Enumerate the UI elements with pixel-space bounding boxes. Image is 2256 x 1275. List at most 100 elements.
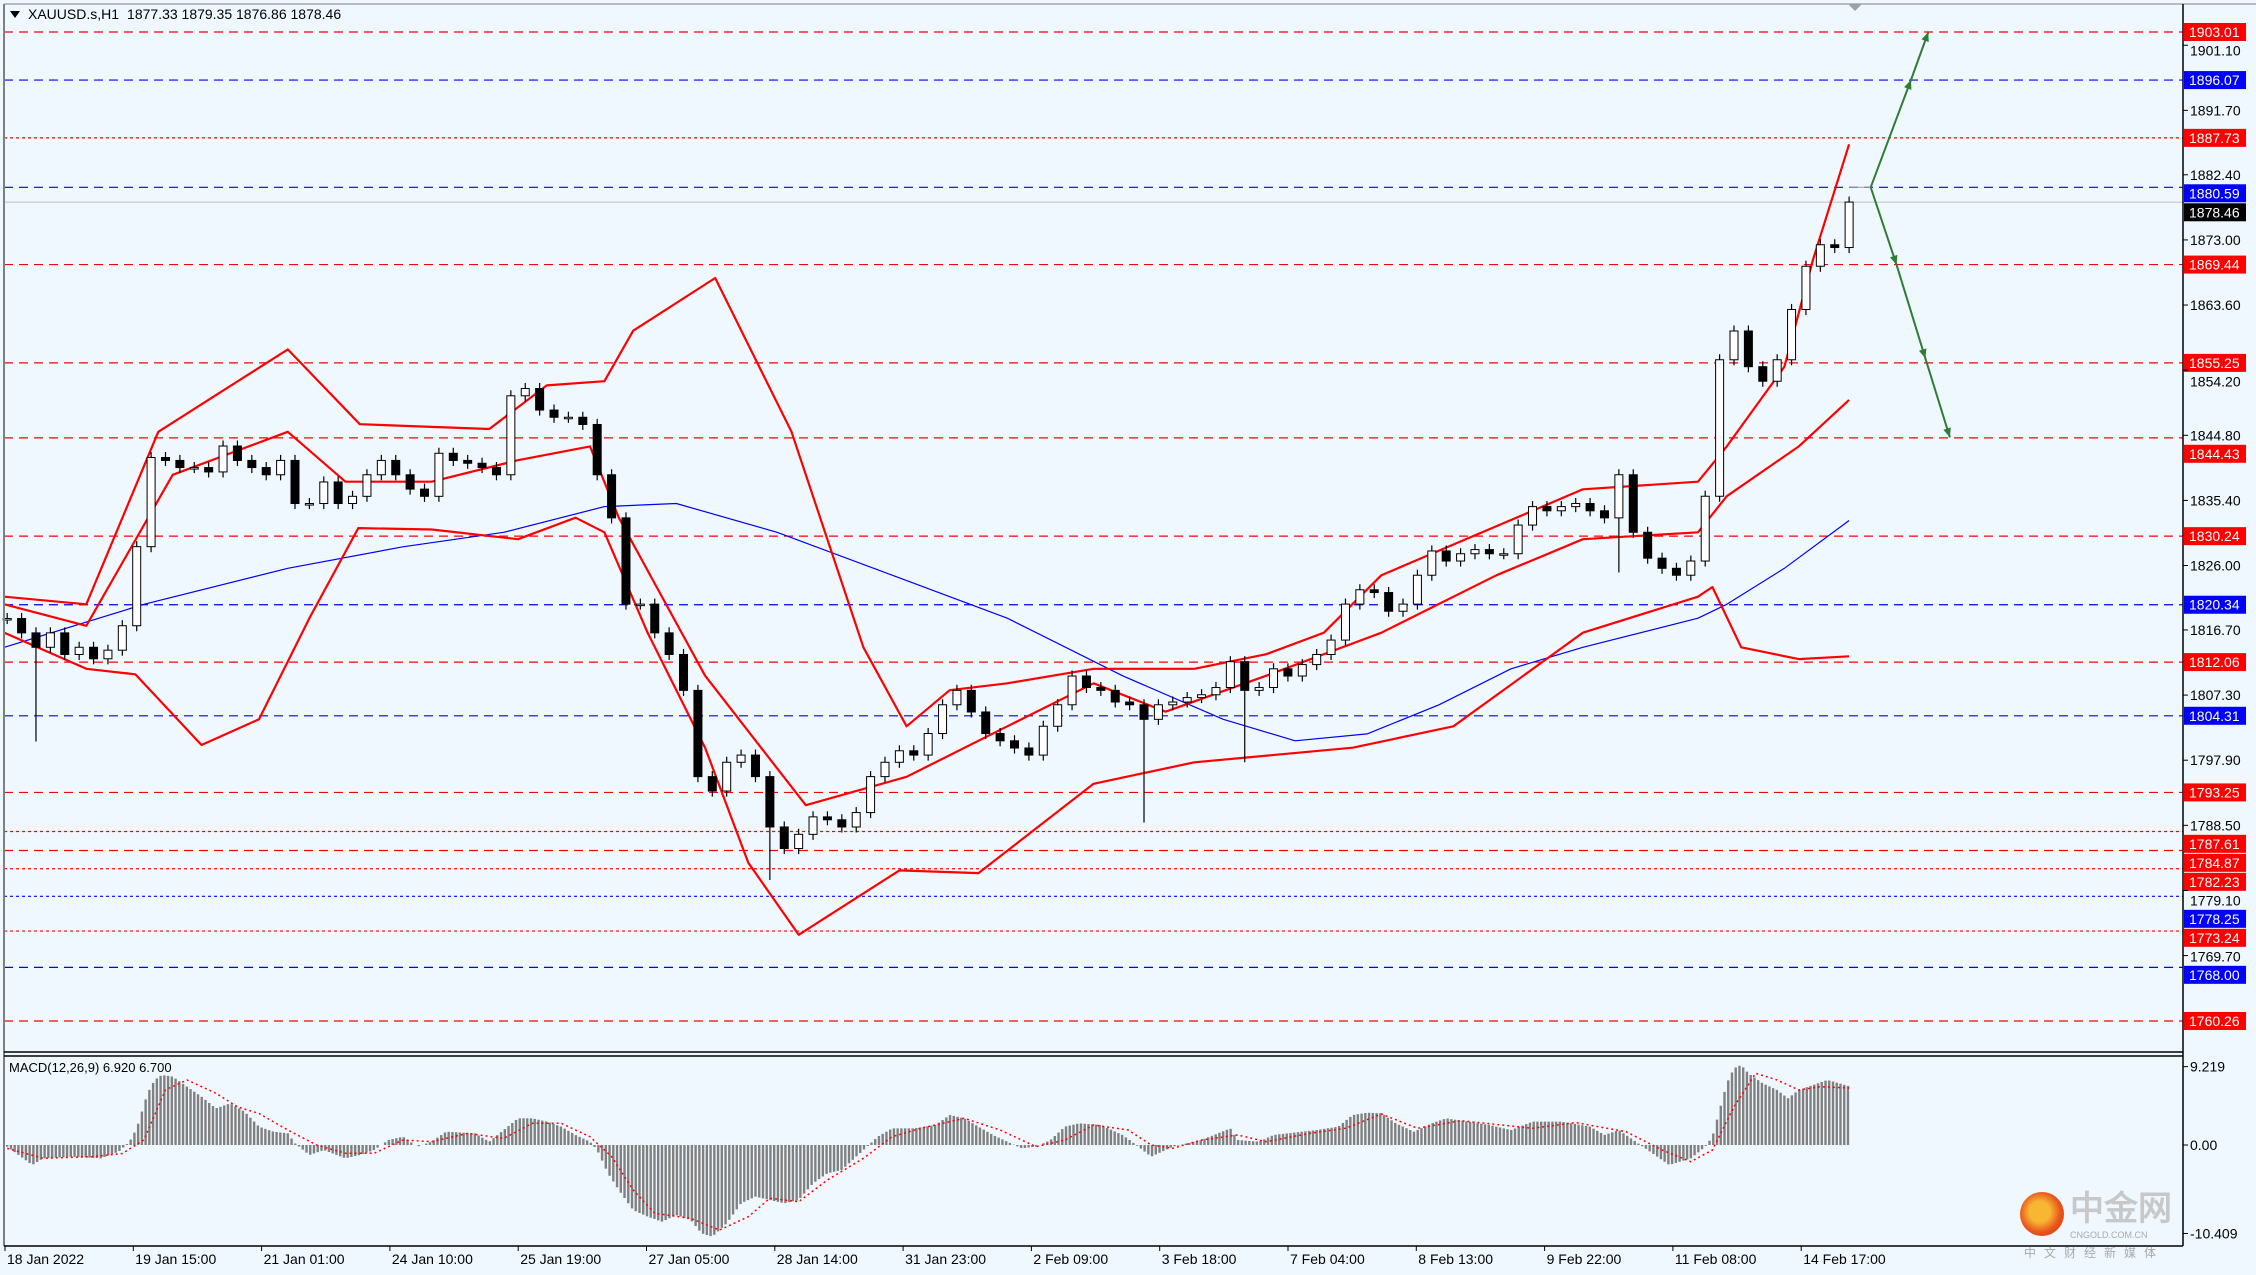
bear-candle xyxy=(1441,550,1451,562)
bull-candle xyxy=(1053,704,1063,727)
current-price-badge xyxy=(2184,203,2246,222)
level-price-badge xyxy=(2184,23,2246,41)
level-price-label: 1793.25 xyxy=(2189,784,2240,800)
bear-candle xyxy=(1384,592,1394,612)
price-tick-label: 1826.00 xyxy=(2190,558,2241,574)
bear-candle xyxy=(1081,675,1091,689)
bear-candle xyxy=(750,754,760,778)
macd-label: MACD(12,26,9) 6.920 6.700 xyxy=(9,1060,172,1075)
bull-candle xyxy=(1182,697,1192,703)
bull-candle xyxy=(851,812,861,828)
level-price-label: 1804.31 xyxy=(2189,708,2240,724)
bear-candle xyxy=(1830,244,1840,249)
price-tick-label: 1901.10 xyxy=(2190,43,2241,59)
time-tick-label: 21 Jan 01:00 xyxy=(264,1251,345,1267)
time-tick-label: 27 Jan 05:00 xyxy=(649,1251,730,1267)
horizontal-levels xyxy=(4,31,2183,1022)
arrowhead-icon xyxy=(1889,254,1898,265)
bear-candle xyxy=(1628,474,1638,533)
bear-candle xyxy=(391,459,401,476)
time-tick-label: 9 Feb 22:00 xyxy=(1547,1251,1622,1267)
level-price-label: 1778.25 xyxy=(2189,911,2240,927)
bull-candle xyxy=(434,452,444,497)
forecast-arrows xyxy=(1849,31,1951,438)
bull-candle xyxy=(1312,653,1322,666)
bear-candle xyxy=(578,416,588,425)
macd-tick-label: 9.219 xyxy=(2190,1059,2225,1075)
bull-candle xyxy=(319,481,329,505)
bear-candle xyxy=(463,459,473,464)
bull-candle xyxy=(103,649,113,660)
chart-header: XAUUSD.s,H1 1877.33 1879.35 1876.86 1878… xyxy=(10,6,341,22)
bear-candle xyxy=(1671,567,1681,576)
bear-candle xyxy=(333,481,343,505)
bull-candle xyxy=(1513,524,1523,555)
bull-candle xyxy=(1427,550,1437,576)
bear-candle xyxy=(707,776,717,792)
bull-candle xyxy=(1340,603,1350,641)
level-price-badge xyxy=(2184,928,2246,947)
price-tick-label: 1882.40 xyxy=(2190,167,2241,183)
forecast-down-path xyxy=(1869,186,1951,438)
bear-candle xyxy=(175,459,185,469)
bull-candle xyxy=(1571,503,1581,508)
bull-candle xyxy=(146,457,156,548)
time-tick-label: 24 Jan 10:00 xyxy=(392,1251,473,1267)
bull-candle xyxy=(736,754,746,763)
bull-candle xyxy=(1398,603,1408,612)
bear-candle xyxy=(477,462,487,469)
cngold-logo: 中金网 CNGOLD.COM.CN 中文财经新媒体 xyxy=(2020,1190,2175,1270)
time-axis: 18 Jan 2022 19 Jan 15:00 21 Jan 01:00 24 Ja… xyxy=(4,1246,1886,1267)
bull-candle xyxy=(304,503,314,506)
time-tick-label: 3 Feb 18:00 xyxy=(1162,1251,1237,1267)
bull-candle xyxy=(1528,506,1538,526)
level-price-label: 1869.44 xyxy=(2189,257,2240,273)
indicator-lines xyxy=(3,143,1851,936)
bear-candle xyxy=(1484,549,1494,555)
bear-candle xyxy=(491,467,501,476)
bull-candle xyxy=(45,632,55,648)
bull-candle xyxy=(1844,201,1854,249)
bear-candle xyxy=(909,750,919,756)
bull-candle xyxy=(276,459,286,476)
time-tick-label: 25 Jan 19:00 xyxy=(520,1251,601,1267)
level-price-label: 1787.61 xyxy=(2189,836,2240,852)
price-tick-label: 1816.70 xyxy=(2190,622,2241,638)
bear-candle xyxy=(31,632,41,648)
level-price-label: 1812.06 xyxy=(2189,654,2240,670)
bull-candle xyxy=(520,388,530,397)
bull-candle xyxy=(1225,661,1235,689)
time-tick-label: 14 Feb 17:00 xyxy=(1803,1251,1886,1267)
bear-candle xyxy=(60,632,70,655)
level-price-badge xyxy=(2184,255,2246,274)
bull-candle xyxy=(1801,265,1811,310)
level-price-label: 1782.23 xyxy=(2189,874,2240,890)
bear-candle xyxy=(535,388,545,411)
time-tick-label: 19 Jan 15:00 xyxy=(135,1251,216,1267)
level-price-badge xyxy=(2184,853,2246,872)
level-price-label: 1784.87 xyxy=(2189,855,2240,871)
bull-candle xyxy=(635,603,645,607)
level-price-badge xyxy=(2184,184,2246,203)
bull-candle xyxy=(866,776,876,814)
bear-candle xyxy=(1096,687,1106,691)
bull-candle xyxy=(563,416,573,420)
time-tick-label: 18 Jan 2022 xyxy=(7,1251,84,1267)
level-price-label: 1773.24 xyxy=(2189,930,2240,946)
bear-candle xyxy=(1743,330,1753,368)
bull-candle xyxy=(1355,589,1365,605)
collapse-triangle-icon[interactable] xyxy=(10,10,20,18)
bear-candle xyxy=(837,819,847,828)
current-price-label: 1878.46 xyxy=(2189,204,2240,220)
bull-candle xyxy=(1715,359,1725,497)
level-price-label: 1830.24 xyxy=(2189,528,2240,544)
bear-candle xyxy=(1758,366,1768,382)
price-axis: 1903.01 1901.10 1896.07 1891.70 1887.73 1882.… xyxy=(2183,23,2246,1030)
bull-candle xyxy=(348,495,358,505)
bear-candle xyxy=(405,474,415,490)
bear-candle xyxy=(1542,506,1552,512)
bull-candle xyxy=(1556,506,1566,512)
bull-candle xyxy=(362,474,372,497)
bull-candle xyxy=(1499,553,1509,556)
